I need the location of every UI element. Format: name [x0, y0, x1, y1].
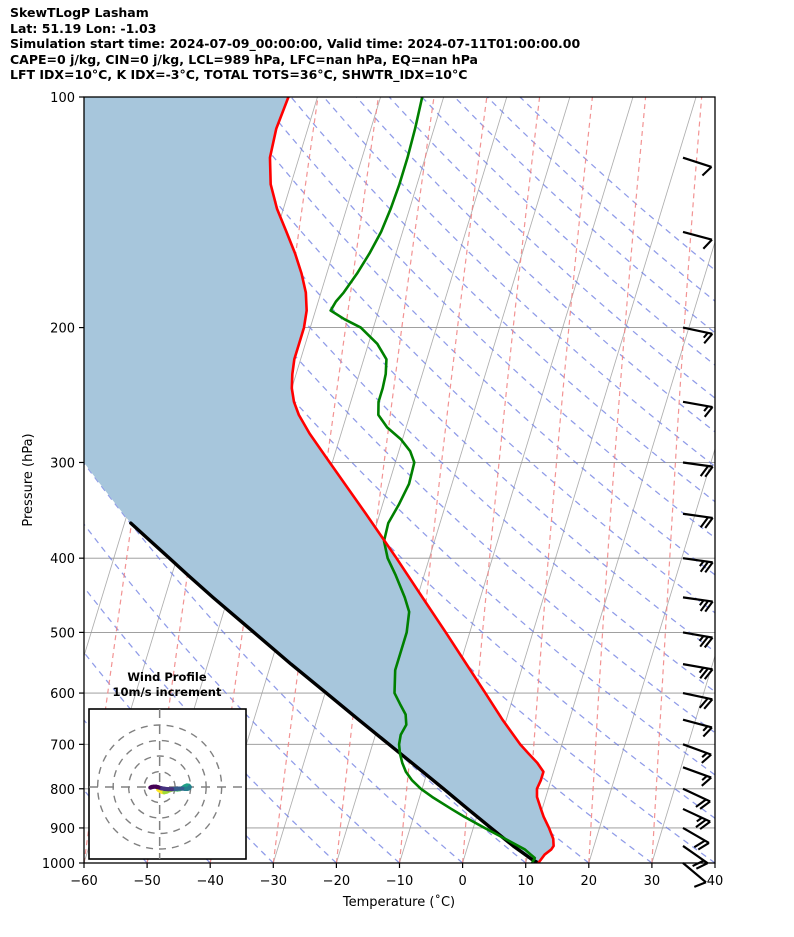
- wind-barb: [682, 718, 713, 738]
- wind-barb: [682, 156, 713, 177]
- wind-barb: [682, 326, 714, 345]
- header-indices-line: LFT IDX=10°C, K IDX=-3°C, TOTAL TOTS=36°…: [10, 67, 468, 83]
- header-location: Lat: 51.19 Lon: -1.03: [10, 20, 157, 36]
- x-tick-label: 40: [707, 874, 724, 889]
- y-tick-label: 800: [50, 783, 75, 798]
- wind-barb: [682, 512, 714, 529]
- y-tick-label: 300: [50, 456, 75, 471]
- y-tick-label: 500: [50, 626, 75, 641]
- y-tick-label: 400: [50, 552, 75, 567]
- x-tick-label: −10: [386, 874, 413, 889]
- wind-barb: [682, 557, 714, 574]
- x-tick-label: 20: [581, 874, 598, 889]
- figure-header: SkewTLogP Lasham Lat: 51.19 Lon: -1.03 S…: [10, 5, 770, 83]
- inset-title-line1: Wind Profile: [127, 670, 207, 684]
- wind-barbs: [682, 156, 714, 888]
- wind-barb: [682, 663, 714, 680]
- wind-barb: [682, 862, 707, 888]
- y-axis: 100 200 300 400 500 600 700 800 900 1000: [42, 91, 84, 872]
- y-tick-label: 600: [50, 687, 75, 702]
- wind-barb: [682, 596, 714, 613]
- hodograph: [89, 709, 246, 859]
- y-tick-label: 700: [50, 738, 75, 753]
- sounding-profiles: [129, 97, 555, 863]
- x-tick-label: −30: [260, 874, 287, 889]
- x-tick-label: −40: [196, 874, 223, 889]
- x-axis: −60 −50 −40 −30 −20 −10 0 10 20 30 40: [70, 863, 723, 889]
- wind-barb: [682, 826, 710, 851]
- y-axis-label: Pressure (hPa): [21, 433, 36, 526]
- hodograph-frame: [88, 708, 247, 860]
- y-tick-label: 200: [50, 322, 75, 337]
- wind-barb: [682, 400, 714, 418]
- wind-barb: [682, 807, 711, 830]
- wind-barb: [682, 743, 712, 764]
- wind-barb: [682, 230, 713, 250]
- y-tick-label: 900: [50, 822, 75, 837]
- x-tick-label: 0: [458, 874, 466, 889]
- x-tick-label: −60: [70, 874, 97, 889]
- header-title: SkewTLogP Lasham: [10, 5, 149, 20]
- wind-barb: [682, 787, 711, 810]
- y-tick-label: 100: [50, 91, 75, 106]
- x-tick-label: −50: [133, 874, 160, 889]
- wind-barb: [682, 461, 714, 478]
- wind-barb: [682, 766, 712, 787]
- x-axis-label: Temperature (˚C): [342, 894, 455, 910]
- header-cape-line: CAPE=0 j/kg, CIN=0 j/kg, LCL=989 hPa, LF…: [10, 51, 478, 67]
- inset-title-line2: 10m/s increment: [113, 685, 222, 699]
- cin-shaded-area: [84, 97, 554, 863]
- wind-barb: [682, 691, 714, 710]
- y-tick-label: 1000: [42, 857, 75, 872]
- x-tick-label: 30: [644, 874, 661, 889]
- wind-barb: [682, 631, 714, 649]
- x-tick-label: 10: [517, 874, 534, 889]
- x-tick-label: −20: [323, 874, 350, 889]
- header-times: Simulation start time: 2024-07-09_00:00:…: [10, 36, 581, 52]
- wind-profile-inset: Wind Profile 10m/s increment: [88, 670, 247, 860]
